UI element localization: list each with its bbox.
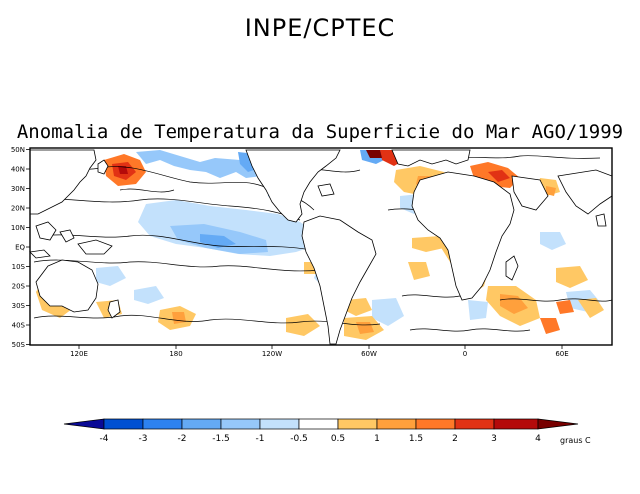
- colorbar-label: -3: [139, 434, 148, 444]
- borneo-island: [35, 221, 57, 241]
- colorbar-label: -2: [178, 434, 187, 444]
- japan-island: [97, 159, 109, 175]
- colorbar-label: -1.5: [212, 434, 230, 444]
- lat-label: 30S: [12, 302, 26, 310]
- sri-lanka-island: [595, 213, 607, 227]
- colorbar-label: 1.5: [409, 434, 423, 444]
- north-america-landmass: [245, 149, 341, 223]
- colorbar: -4 -3 -2 -1.5 -1 -0.5 0.5 1 1.5 2 3 4 gr…: [63, 418, 591, 445]
- colorbar-max-arrow: [537, 418, 579, 430]
- arabia-landmass: [511, 175, 549, 211]
- lat-label: 10S: [12, 263, 26, 271]
- madagascar-island: [505, 255, 519, 281]
- map-title: Anomalia de Temperatura da Superficie do…: [16, 121, 624, 143]
- lat-label: 50N: [11, 146, 25, 154]
- continents: [29, 149, 613, 345]
- java-island: [29, 249, 51, 259]
- new-guinea-island: [77, 239, 113, 255]
- new-zealand-island: [107, 299, 121, 319]
- colorbar-label: 2: [452, 434, 458, 444]
- australia-landmass: [35, 259, 99, 313]
- colorbar-label: -0.5: [290, 434, 308, 444]
- colorbar-segment: [220, 418, 261, 430]
- colorbar-segment: [181, 418, 222, 430]
- colorbar-label: -1: [256, 434, 265, 444]
- lat-label: 40N: [11, 166, 25, 174]
- colorbar-segment: [103, 418, 144, 430]
- institution-title: INPE/CPTEC: [244, 14, 396, 42]
- lon-label: 60W: [361, 350, 377, 358]
- lon-label: 0: [463, 350, 467, 358]
- colorbar-segment: [376, 418, 417, 430]
- colorbar-segment: [337, 418, 378, 430]
- lat-label: 10N: [11, 224, 25, 232]
- colorbar-segment: [415, 418, 456, 430]
- colorbar-segment: [142, 418, 183, 430]
- colorbar-label: 4: [535, 434, 541, 444]
- caribbean-islands: [317, 183, 335, 197]
- colorbar-segment: [454, 418, 495, 430]
- colorbar-segment: [298, 418, 339, 430]
- south-america-landmass: [301, 215, 377, 345]
- colorbar-min-arrow: [63, 418, 105, 430]
- lon-label: 120W: [262, 350, 282, 358]
- india-asia-landmass: [557, 169, 613, 215]
- colorbar-label: -4: [100, 434, 109, 444]
- africa-landmass: [411, 171, 515, 301]
- colorbar-segment: [259, 418, 300, 430]
- lon-label: 180: [169, 350, 182, 358]
- colorbar-label: 0.5: [331, 434, 345, 444]
- europe-landmass: [391, 149, 471, 167]
- colorbar-label: 1: [374, 434, 380, 444]
- lat-label: 40S: [12, 322, 26, 330]
- longitude-axis: 120E 180 120W 60W 0 60E: [70, 345, 569, 358]
- colorbar-segment: [493, 418, 539, 430]
- lon-label: 60E: [555, 350, 568, 358]
- lat-label: EQ: [15, 244, 25, 252]
- lat-label: 30N: [11, 185, 25, 193]
- colorbar-unit: graus C: [560, 436, 591, 445]
- colorbar-label: 3: [491, 434, 497, 444]
- asia-landmass: [29, 149, 97, 215]
- lat-label: 50S: [12, 341, 26, 349]
- lon-label: 120E: [70, 350, 88, 358]
- map-frame: [29, 147, 613, 346]
- lat-label: 20S: [12, 283, 26, 291]
- lat-label: 20N: [11, 205, 25, 213]
- sulawesi-island: [59, 229, 75, 243]
- latitude-axis: 50N 40N 30N 20N 10N EQ 10S 20S 30S 40S 5…: [11, 146, 30, 349]
